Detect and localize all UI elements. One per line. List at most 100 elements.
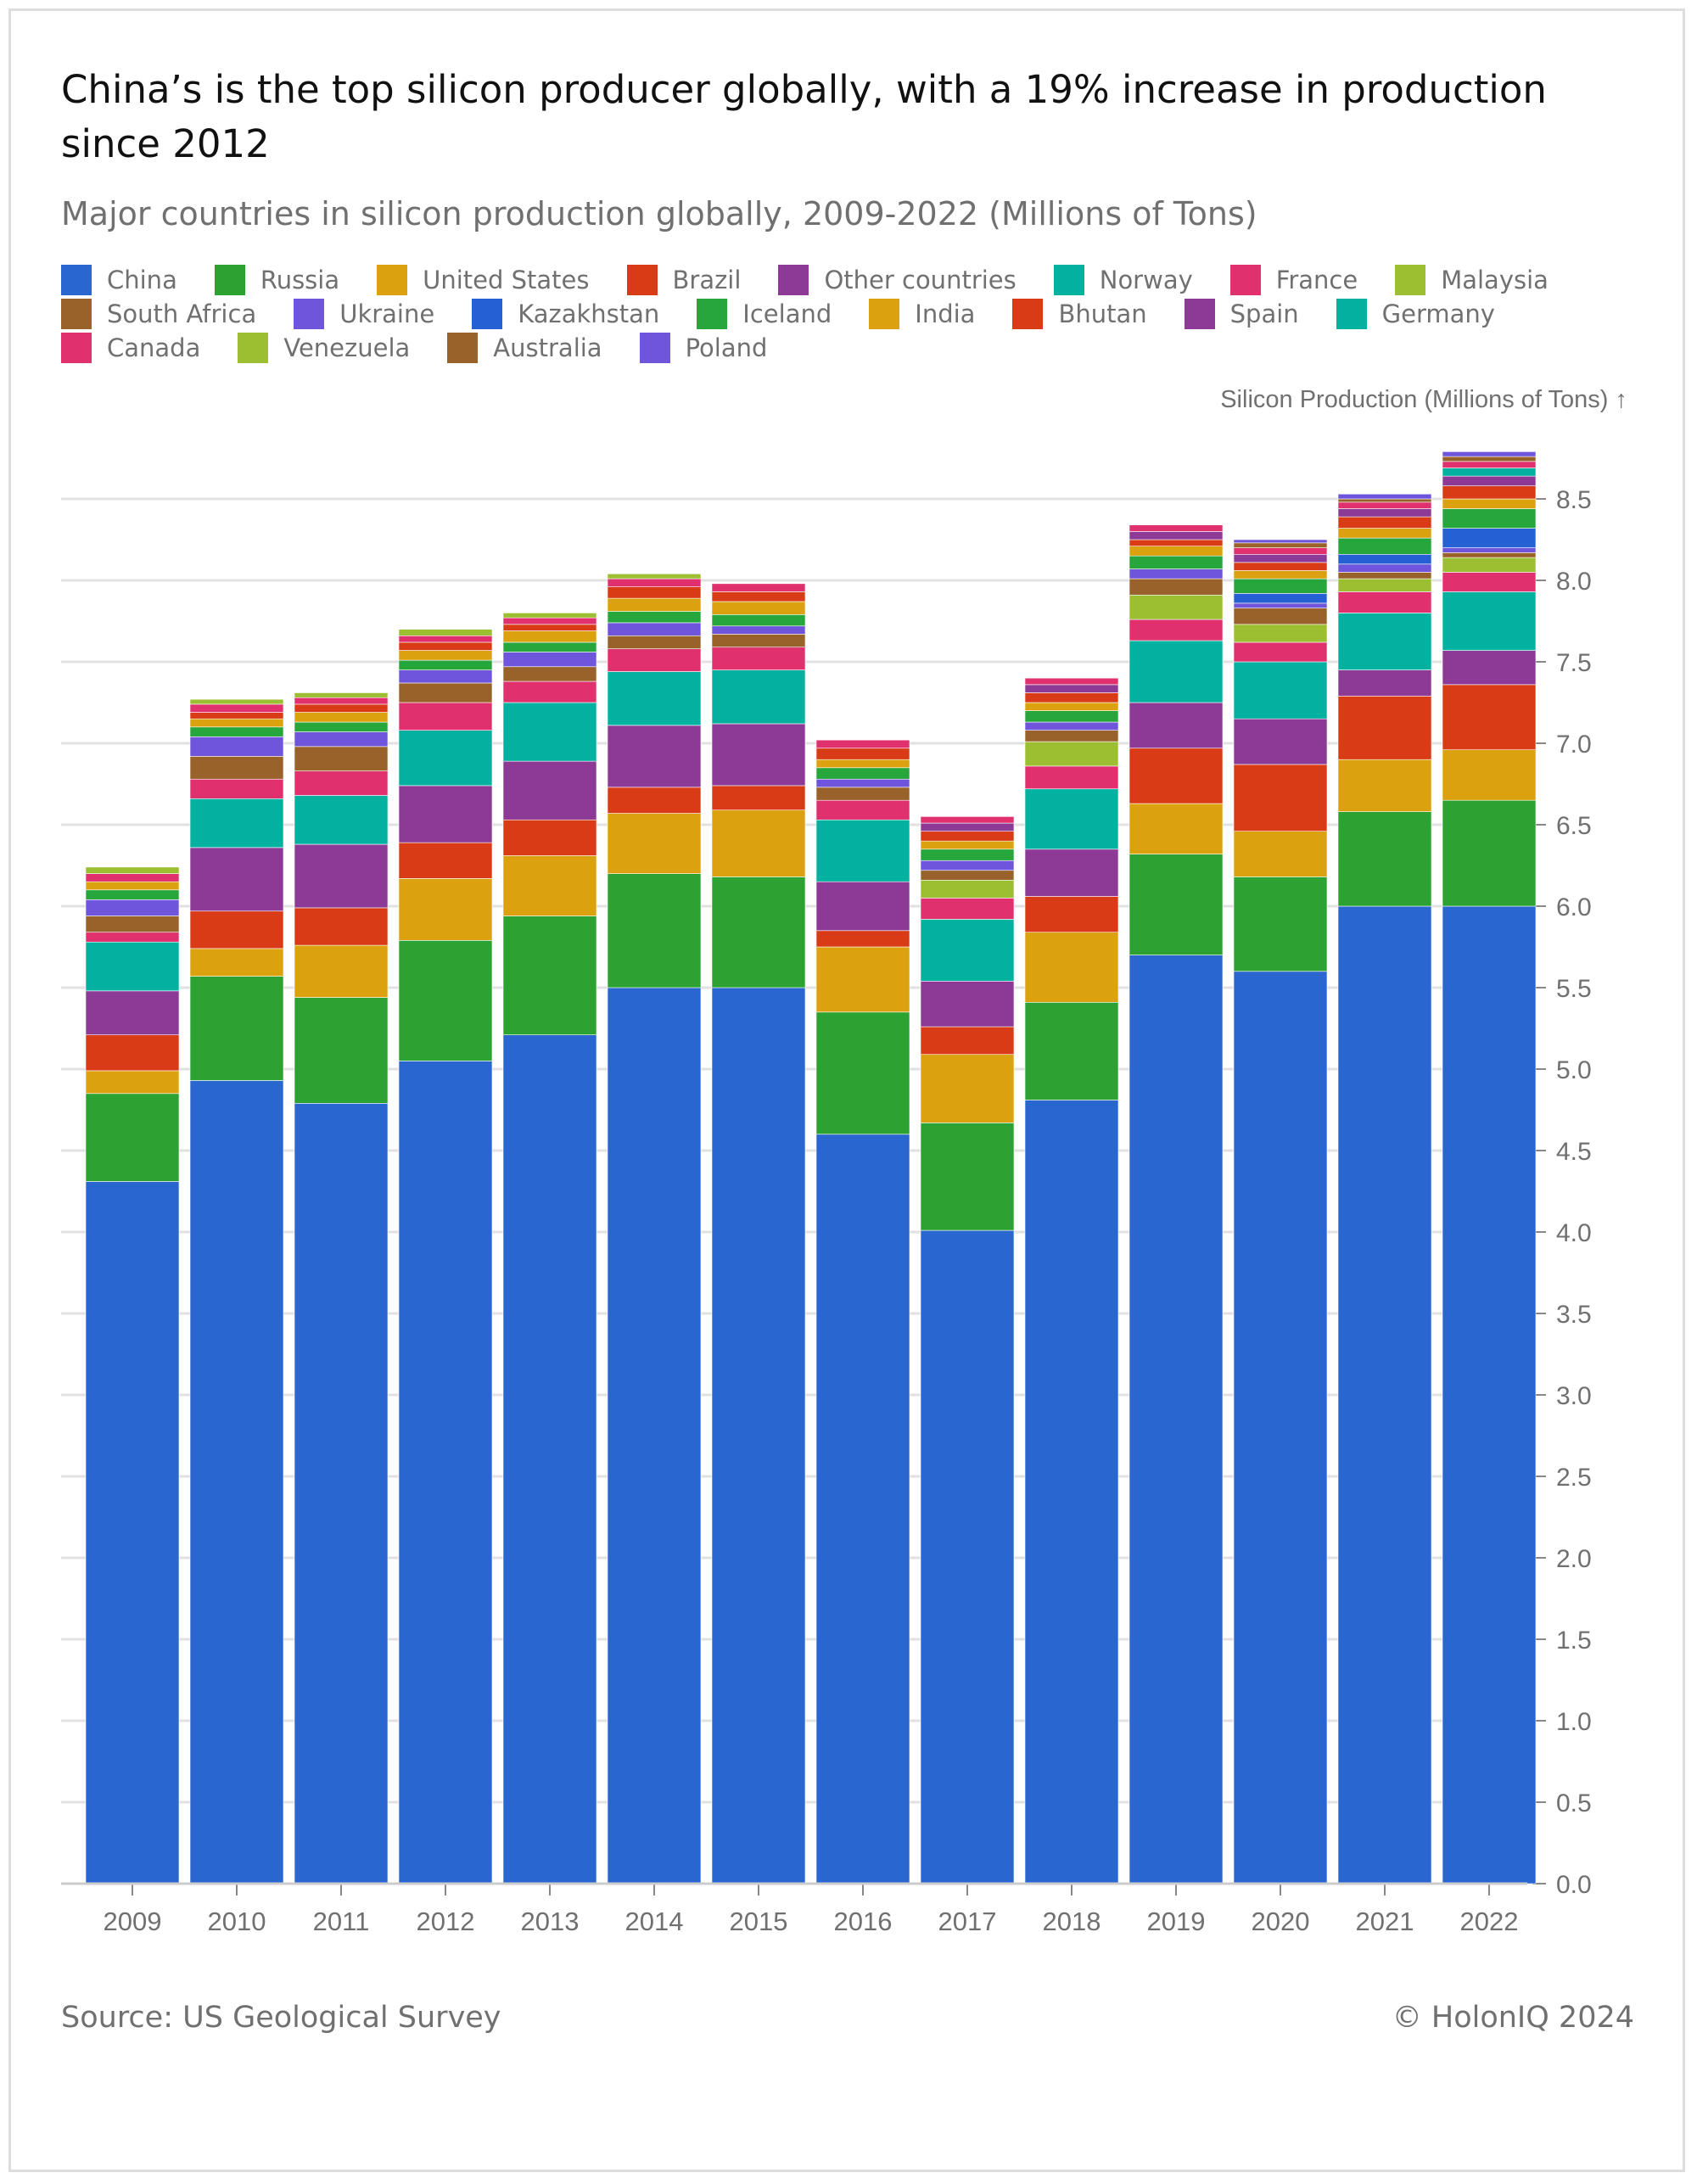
bar-segment-ukraine-2011	[294, 731, 389, 748]
legend-label: Spain	[1229, 300, 1299, 328]
bar-segment-germany-2022	[1442, 468, 1537, 477]
bar-segment-canada-2014	[607, 578, 702, 587]
bar-segment-india-2017	[920, 840, 1015, 850]
legend-item-germany[interactable]: Germany	[1336, 297, 1495, 331]
legend-label: Bhutan	[1058, 300, 1147, 328]
bar-segment-russia-2011	[294, 997, 389, 1104]
legend-label: Australia	[493, 333, 602, 362]
legend-label: France	[1275, 266, 1358, 294]
bar-segment-ukraine-2016	[815, 778, 910, 788]
y-tick-label: 7.5	[1556, 649, 1592, 677]
bar-segment-ukraine-2014	[607, 622, 702, 636]
legend-item-poland[interactable]: Poland	[639, 331, 767, 365]
bar-segment-bhutan-2010	[189, 712, 284, 720]
bar-segment-iceland-2017	[920, 848, 1015, 861]
y-tick-label: 0.5	[1556, 1789, 1592, 1817]
legend-swatch	[1012, 299, 1044, 329]
bar-segment-other-countries-2019	[1129, 702, 1224, 749]
bar-segment-france-2014	[607, 648, 702, 672]
bar-segment-norway-2011	[294, 795, 389, 845]
y-tick-label: 3.5	[1556, 1301, 1592, 1329]
legend-label: Malaysia	[1441, 266, 1549, 294]
legend-label: United States	[423, 266, 590, 294]
legend-item-other-countries[interactable]: Other countries	[778, 263, 1017, 297]
bar-segment-south-africa-2019	[1129, 578, 1224, 596]
x-tick-label: 2022	[1460, 1907, 1519, 1936]
bar-segment-canada-2021	[1337, 501, 1432, 509]
legend-swatch	[697, 299, 728, 329]
x-tick-label: 2018	[1043, 1907, 1101, 1936]
legend-item-china[interactable]: China	[61, 263, 177, 297]
legend-label: Venezuela	[283, 333, 411, 362]
bar-segment-australia-2022	[1442, 456, 1537, 462]
bar-segment-france-2009	[85, 932, 180, 943]
legend-item-india[interactable]: India	[869, 297, 975, 331]
x-tick-label: 2010	[208, 1907, 266, 1936]
bar-segment-brazil-2020	[1233, 764, 1328, 832]
legend-swatch	[238, 333, 269, 363]
bar-segment-iceland-2020	[1233, 578, 1328, 594]
legend-item-australia[interactable]: Australia	[447, 331, 602, 365]
x-tick-label: 2009	[104, 1907, 162, 1936]
bar-segment-venezuela-2011	[294, 692, 389, 698]
legend-item-france[interactable]: France	[1229, 263, 1358, 297]
bar-segment-china-2021	[1337, 905, 1432, 1884]
stacked-bar-chart: Silicon Production (Millions of Tons) ↑ 0…	[61, 386, 1627, 1936]
y-tick-label: 6.5	[1556, 812, 1592, 840]
bar-segment-norway-2016	[815, 819, 910, 882]
bar-segment-united-states-2010	[189, 948, 284, 977]
x-tick-label: 2015	[730, 1907, 788, 1936]
legend-item-canada[interactable]: Canada	[61, 331, 200, 365]
legend-item-south-africa[interactable]: South Africa	[61, 297, 256, 331]
legend-item-iceland[interactable]: Iceland	[697, 297, 832, 331]
bar-segment-france-2019	[1129, 619, 1224, 641]
bar-segment-south-africa-2022	[1442, 552, 1537, 558]
bar-segment-united-states-2015	[711, 809, 806, 877]
y-tick-label: 0.0	[1556, 1871, 1592, 1899]
legend-item-spain[interactable]: Spain	[1184, 297, 1299, 331]
bar-segment-china-2012	[398, 1061, 493, 1884]
bar-segment-russia-2019	[1129, 854, 1224, 955]
bar-segment-norway-2010	[189, 798, 284, 848]
bar-segment-russia-2012	[398, 940, 493, 1061]
legend-item-venezuela[interactable]: Venezuela	[238, 331, 410, 365]
chart-title: China’s is the top silicon producer glob…	[61, 67, 1547, 166]
legend-item-bhutan[interactable]: Bhutan	[1012, 297, 1147, 331]
legend-swatch	[639, 333, 670, 363]
bar-segment-brazil-2011	[294, 907, 389, 946]
bar-segment-brazil-2017	[920, 1026, 1015, 1056]
bar-segment-iceland-2013	[502, 641, 597, 652]
legend-swatch	[61, 299, 92, 329]
bar-segment-south-africa-2014	[607, 635, 702, 649]
bar-segment-canada-2018	[1024, 677, 1119, 686]
legend-item-brazil[interactable]: Brazil	[626, 263, 741, 297]
y-tick-label: 2.0	[1556, 1545, 1592, 1573]
legend-item-ukraine[interactable]: Ukraine	[294, 297, 434, 331]
bar-segment-china-2022	[1442, 905, 1537, 1884]
legend-item-norway[interactable]: Norway	[1053, 263, 1193, 297]
legend-item-united-states[interactable]: United States	[377, 263, 590, 297]
bar-segment-france-2013	[502, 680, 597, 703]
bar-segment-iceland-2016	[815, 767, 910, 780]
bar-segment-spain-2020	[1233, 553, 1328, 563]
bar-segment-poland-2020	[1233, 539, 1328, 544]
legend-swatch	[472, 299, 503, 329]
legend-item-malaysia[interactable]: Malaysia	[1395, 263, 1549, 297]
bar-segment-india-2012	[398, 650, 493, 661]
bar-segment-iceland-2015	[711, 614, 806, 627]
bar-segment-other-countries-2013	[502, 760, 597, 820]
bar-segment-venezuela-2014	[607, 574, 702, 580]
bar-segment-ukraine-2019	[1129, 568, 1224, 580]
bar-segment-venezuela-2010	[189, 698, 284, 705]
legend-item-kazakhstan[interactable]: Kazakhstan	[472, 297, 659, 331]
bar-segment-russia-2021	[1337, 811, 1432, 907]
bar-segment-australia-2021	[1337, 498, 1432, 503]
bar-segment-ukraine-2012	[398, 669, 493, 684]
bar-segment-bhutan-2015	[711, 591, 806, 602]
bar-segment-india-2018	[1024, 702, 1119, 711]
bar-segment-malaysia-2017	[920, 879, 1015, 899]
legend-item-russia[interactable]: Russia	[214, 263, 339, 297]
bar-segment-china-2014	[607, 987, 702, 1884]
bar-segment-kazakhstan-2020	[1233, 593, 1328, 604]
bar-segment-bhutan-2014	[607, 586, 702, 599]
